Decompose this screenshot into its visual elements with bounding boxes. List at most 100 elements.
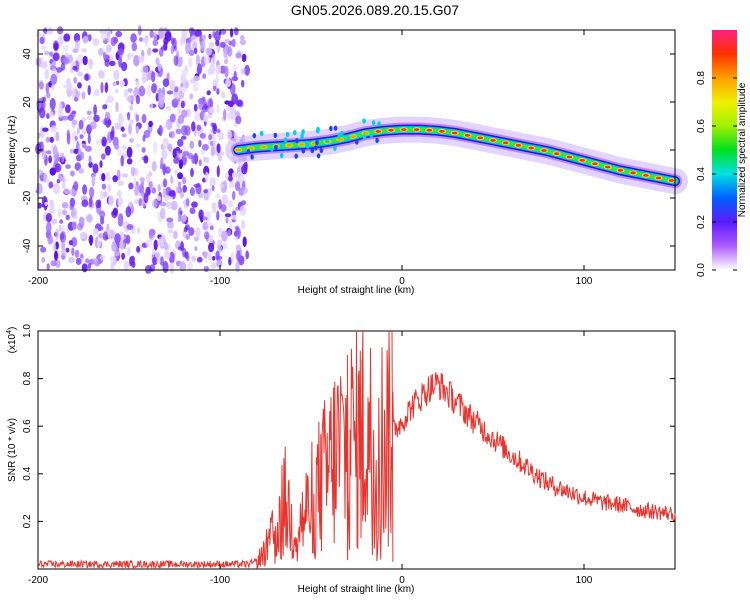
noise-blob xyxy=(156,257,161,265)
ridge-peak-core xyxy=(350,135,356,139)
noise-blob xyxy=(235,206,239,212)
noise-blob xyxy=(165,106,171,112)
noise-blob xyxy=(89,121,97,130)
noise-blob xyxy=(188,49,195,57)
noise-blob xyxy=(114,122,122,130)
noise-blob xyxy=(79,232,87,240)
noise-blob xyxy=(170,200,178,211)
noise-blob xyxy=(208,41,215,48)
noise-blob xyxy=(86,110,92,116)
noise-blob xyxy=(82,55,88,66)
noise-blob xyxy=(52,52,60,62)
noise-blob xyxy=(45,213,53,223)
noise-blob xyxy=(147,47,152,56)
noise-blob xyxy=(189,187,195,196)
noise-blob xyxy=(232,172,238,178)
noise-blob xyxy=(152,39,159,46)
noise-blob xyxy=(92,38,100,46)
noise-blob xyxy=(46,221,52,233)
noise-blob xyxy=(224,65,229,78)
noise-blob xyxy=(102,104,108,110)
ridge-scatter xyxy=(270,146,274,152)
noise-blob xyxy=(175,128,182,135)
noise-blob xyxy=(53,183,60,195)
noise-blob xyxy=(45,82,50,94)
colorbar: 0.0 0.2 0.4 0.6 0.8 Normalized spectral ampl… xyxy=(696,30,748,277)
noise-blob xyxy=(207,252,212,261)
noise-blob xyxy=(189,93,194,100)
noise-blob xyxy=(74,135,78,141)
ridge-peak-core xyxy=(235,148,241,152)
noise-blob xyxy=(76,223,84,231)
noise-blob xyxy=(208,33,212,40)
noise-blob xyxy=(51,84,55,91)
noise-blob xyxy=(119,80,125,87)
noise-blob xyxy=(129,255,136,265)
noise-blob xyxy=(77,82,82,89)
noise-blob xyxy=(68,240,74,246)
noise-blob xyxy=(114,143,120,150)
noise-blob xyxy=(152,48,159,53)
noise-blob xyxy=(178,159,184,170)
noise-blob xyxy=(242,186,248,195)
noise-blob xyxy=(81,199,89,207)
snr-y-tick-label: 0.4 xyxy=(22,466,33,480)
ridge-scatter xyxy=(340,130,344,136)
noise-blob xyxy=(207,187,212,197)
noise-blob xyxy=(44,68,50,80)
figure-title: GN05.2026.089.20.15.G07 xyxy=(291,2,459,18)
noise-blob xyxy=(151,71,156,83)
noise-blob xyxy=(38,107,46,119)
noise-blob xyxy=(99,210,106,219)
ridge-scatter xyxy=(246,149,251,155)
ridge-peak-core xyxy=(426,128,433,132)
noise-blob xyxy=(57,157,63,162)
ridge-peak-core xyxy=(413,128,420,132)
noise-blob xyxy=(70,237,78,247)
noise-blob xyxy=(208,106,215,114)
noise-blob xyxy=(61,202,69,209)
noise-blob xyxy=(239,39,247,46)
noise-blob xyxy=(49,97,56,110)
noise-blob xyxy=(65,214,71,221)
noise-blob xyxy=(74,249,80,258)
noise-blob xyxy=(109,130,115,141)
noise-blob xyxy=(169,113,176,123)
noise-blob xyxy=(101,183,107,190)
noise-blob xyxy=(113,69,120,81)
ridge-peak-core xyxy=(299,143,305,147)
ridge-peak-core xyxy=(439,129,445,133)
ridge-peak-core xyxy=(477,136,484,140)
noise-blob xyxy=(85,73,89,82)
noise-blob xyxy=(196,63,203,75)
noise-blob xyxy=(142,134,146,142)
noise-blob xyxy=(104,82,109,93)
noise-blob xyxy=(186,254,190,262)
noise-blob xyxy=(58,224,62,232)
noise-blob xyxy=(244,64,251,76)
noise-blob xyxy=(73,214,79,220)
noise-blob xyxy=(216,103,220,114)
noise-blob xyxy=(130,166,136,177)
noise-blob xyxy=(55,259,61,269)
noise-blob xyxy=(237,172,241,177)
noise-blob xyxy=(148,228,156,236)
noise-blob xyxy=(146,187,151,196)
noise-blob xyxy=(151,83,158,94)
noise-blob xyxy=(106,95,114,104)
noise-blob xyxy=(138,184,145,194)
noise-blob xyxy=(114,233,121,244)
ridge-peak-core xyxy=(388,128,394,132)
noise-blob xyxy=(170,37,175,45)
noise-blob xyxy=(193,183,200,188)
noise-blob xyxy=(215,250,220,261)
noise-blob xyxy=(51,68,58,74)
noise-blob xyxy=(169,130,175,139)
noise-blob xyxy=(166,90,174,95)
noise-blob xyxy=(42,96,46,103)
noise-blob xyxy=(52,145,58,156)
noise-blob xyxy=(100,81,104,94)
noise-blob xyxy=(230,111,236,121)
ridge-peak-core xyxy=(464,134,471,137)
noise-blob xyxy=(168,190,176,197)
